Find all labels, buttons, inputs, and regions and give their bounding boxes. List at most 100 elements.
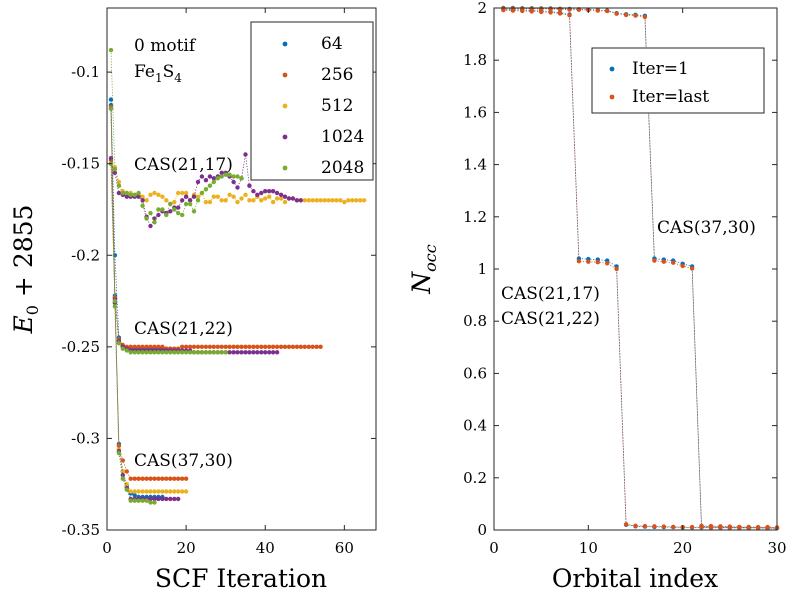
data-point bbox=[310, 198, 315, 203]
data-point bbox=[243, 192, 248, 197]
data-point bbox=[140, 350, 145, 355]
data-point bbox=[243, 350, 248, 355]
data-point bbox=[274, 350, 280, 355]
left-y-axis-label: E0 + 2855 bbox=[9, 205, 42, 335]
data-point bbox=[614, 266, 619, 272]
data-point bbox=[191, 209, 197, 214]
data-point bbox=[259, 190, 264, 196]
data-point bbox=[140, 344, 145, 349]
data-point bbox=[168, 209, 173, 214]
data-point bbox=[671, 260, 676, 265]
data-point bbox=[699, 523, 704, 528]
data-point bbox=[243, 344, 248, 349]
x-tick-label: 20 bbox=[673, 539, 692, 557]
data-point bbox=[180, 344, 185, 349]
data-point bbox=[361, 198, 367, 203]
data-point bbox=[314, 344, 319, 349]
data-point bbox=[294, 198, 300, 203]
data-point bbox=[207, 199, 213, 205]
data-point bbox=[267, 189, 272, 194]
data-point bbox=[605, 261, 610, 266]
data-point bbox=[595, 260, 600, 265]
data-point bbox=[239, 176, 244, 181]
data-point bbox=[203, 350, 209, 355]
data-point bbox=[727, 524, 732, 529]
data-point bbox=[136, 498, 141, 503]
data-point bbox=[318, 344, 323, 349]
data-point bbox=[124, 487, 129, 492]
left-text-formula: Fe1S4 bbox=[134, 62, 182, 85]
data-point bbox=[247, 344, 252, 349]
data-point bbox=[168, 496, 173, 502]
right-x-axis-label: Orbital index bbox=[552, 564, 718, 593]
data-point bbox=[203, 199, 209, 205]
data-point bbox=[239, 344, 244, 349]
data-point bbox=[680, 263, 685, 269]
data-point bbox=[231, 179, 236, 185]
data-point bbox=[203, 187, 209, 192]
data-point bbox=[267, 344, 272, 349]
data-point bbox=[164, 476, 169, 481]
data-point bbox=[140, 489, 145, 494]
data-point bbox=[148, 344, 153, 349]
data-point bbox=[148, 500, 153, 505]
legend-label: 64 bbox=[321, 34, 343, 54]
data-point bbox=[282, 199, 288, 205]
data-point bbox=[128, 192, 133, 197]
data-point bbox=[120, 346, 126, 351]
data-point bbox=[148, 192, 153, 197]
data-point bbox=[267, 350, 272, 355]
data-point bbox=[108, 97, 114, 102]
data-point bbox=[267, 194, 272, 199]
data-point bbox=[251, 344, 256, 349]
data-point bbox=[176, 190, 181, 196]
legend-marker bbox=[282, 103, 288, 109]
data-point bbox=[124, 469, 129, 474]
data-point bbox=[176, 496, 181, 502]
data-point bbox=[286, 196, 292, 201]
data-point bbox=[211, 179, 216, 185]
data-point bbox=[211, 344, 216, 349]
legend-marker bbox=[282, 72, 288, 78]
data-point bbox=[282, 344, 288, 349]
x-tick-label: 60 bbox=[335, 539, 354, 557]
data-point bbox=[152, 190, 157, 196]
left-annotation-cas-37-30: CAS(37,30) bbox=[134, 451, 233, 471]
data-point bbox=[156, 496, 161, 502]
data-point bbox=[140, 203, 145, 208]
data-point bbox=[116, 341, 122, 346]
data-point bbox=[172, 489, 177, 494]
data-point bbox=[136, 190, 141, 196]
data-point bbox=[623, 12, 629, 18]
data-point bbox=[132, 493, 137, 498]
data-point bbox=[148, 350, 153, 355]
data-point bbox=[112, 304, 118, 309]
data-point bbox=[207, 174, 213, 179]
data-point bbox=[128, 476, 133, 481]
left-x-axis-label: SCF Iteration bbox=[155, 564, 327, 593]
data-point bbox=[642, 14, 648, 20]
data-point bbox=[539, 6, 544, 12]
data-point bbox=[164, 350, 169, 355]
data-point bbox=[529, 6, 534, 11]
data-point bbox=[156, 344, 161, 349]
data-point bbox=[652, 524, 657, 529]
data-point bbox=[152, 476, 157, 481]
data-point bbox=[148, 210, 153, 216]
x-tick-label: 0 bbox=[489, 539, 499, 557]
data-point bbox=[263, 189, 268, 194]
right-legend: Iter=1 Iter=last bbox=[591, 47, 765, 114]
data-point bbox=[755, 524, 761, 530]
data-point bbox=[132, 344, 137, 349]
data-point bbox=[586, 259, 591, 264]
data-point bbox=[124, 348, 129, 353]
data-point bbox=[180, 190, 185, 196]
data-point bbox=[160, 350, 165, 355]
data-point bbox=[207, 350, 213, 355]
data-point bbox=[156, 350, 161, 355]
y-tick-label: 1.6 bbox=[463, 103, 487, 121]
left-legend: 64 256 512 1024 2048 bbox=[250, 21, 374, 181]
data-point bbox=[247, 350, 252, 355]
data-point bbox=[136, 350, 141, 355]
legend-label: 512 bbox=[321, 96, 353, 116]
